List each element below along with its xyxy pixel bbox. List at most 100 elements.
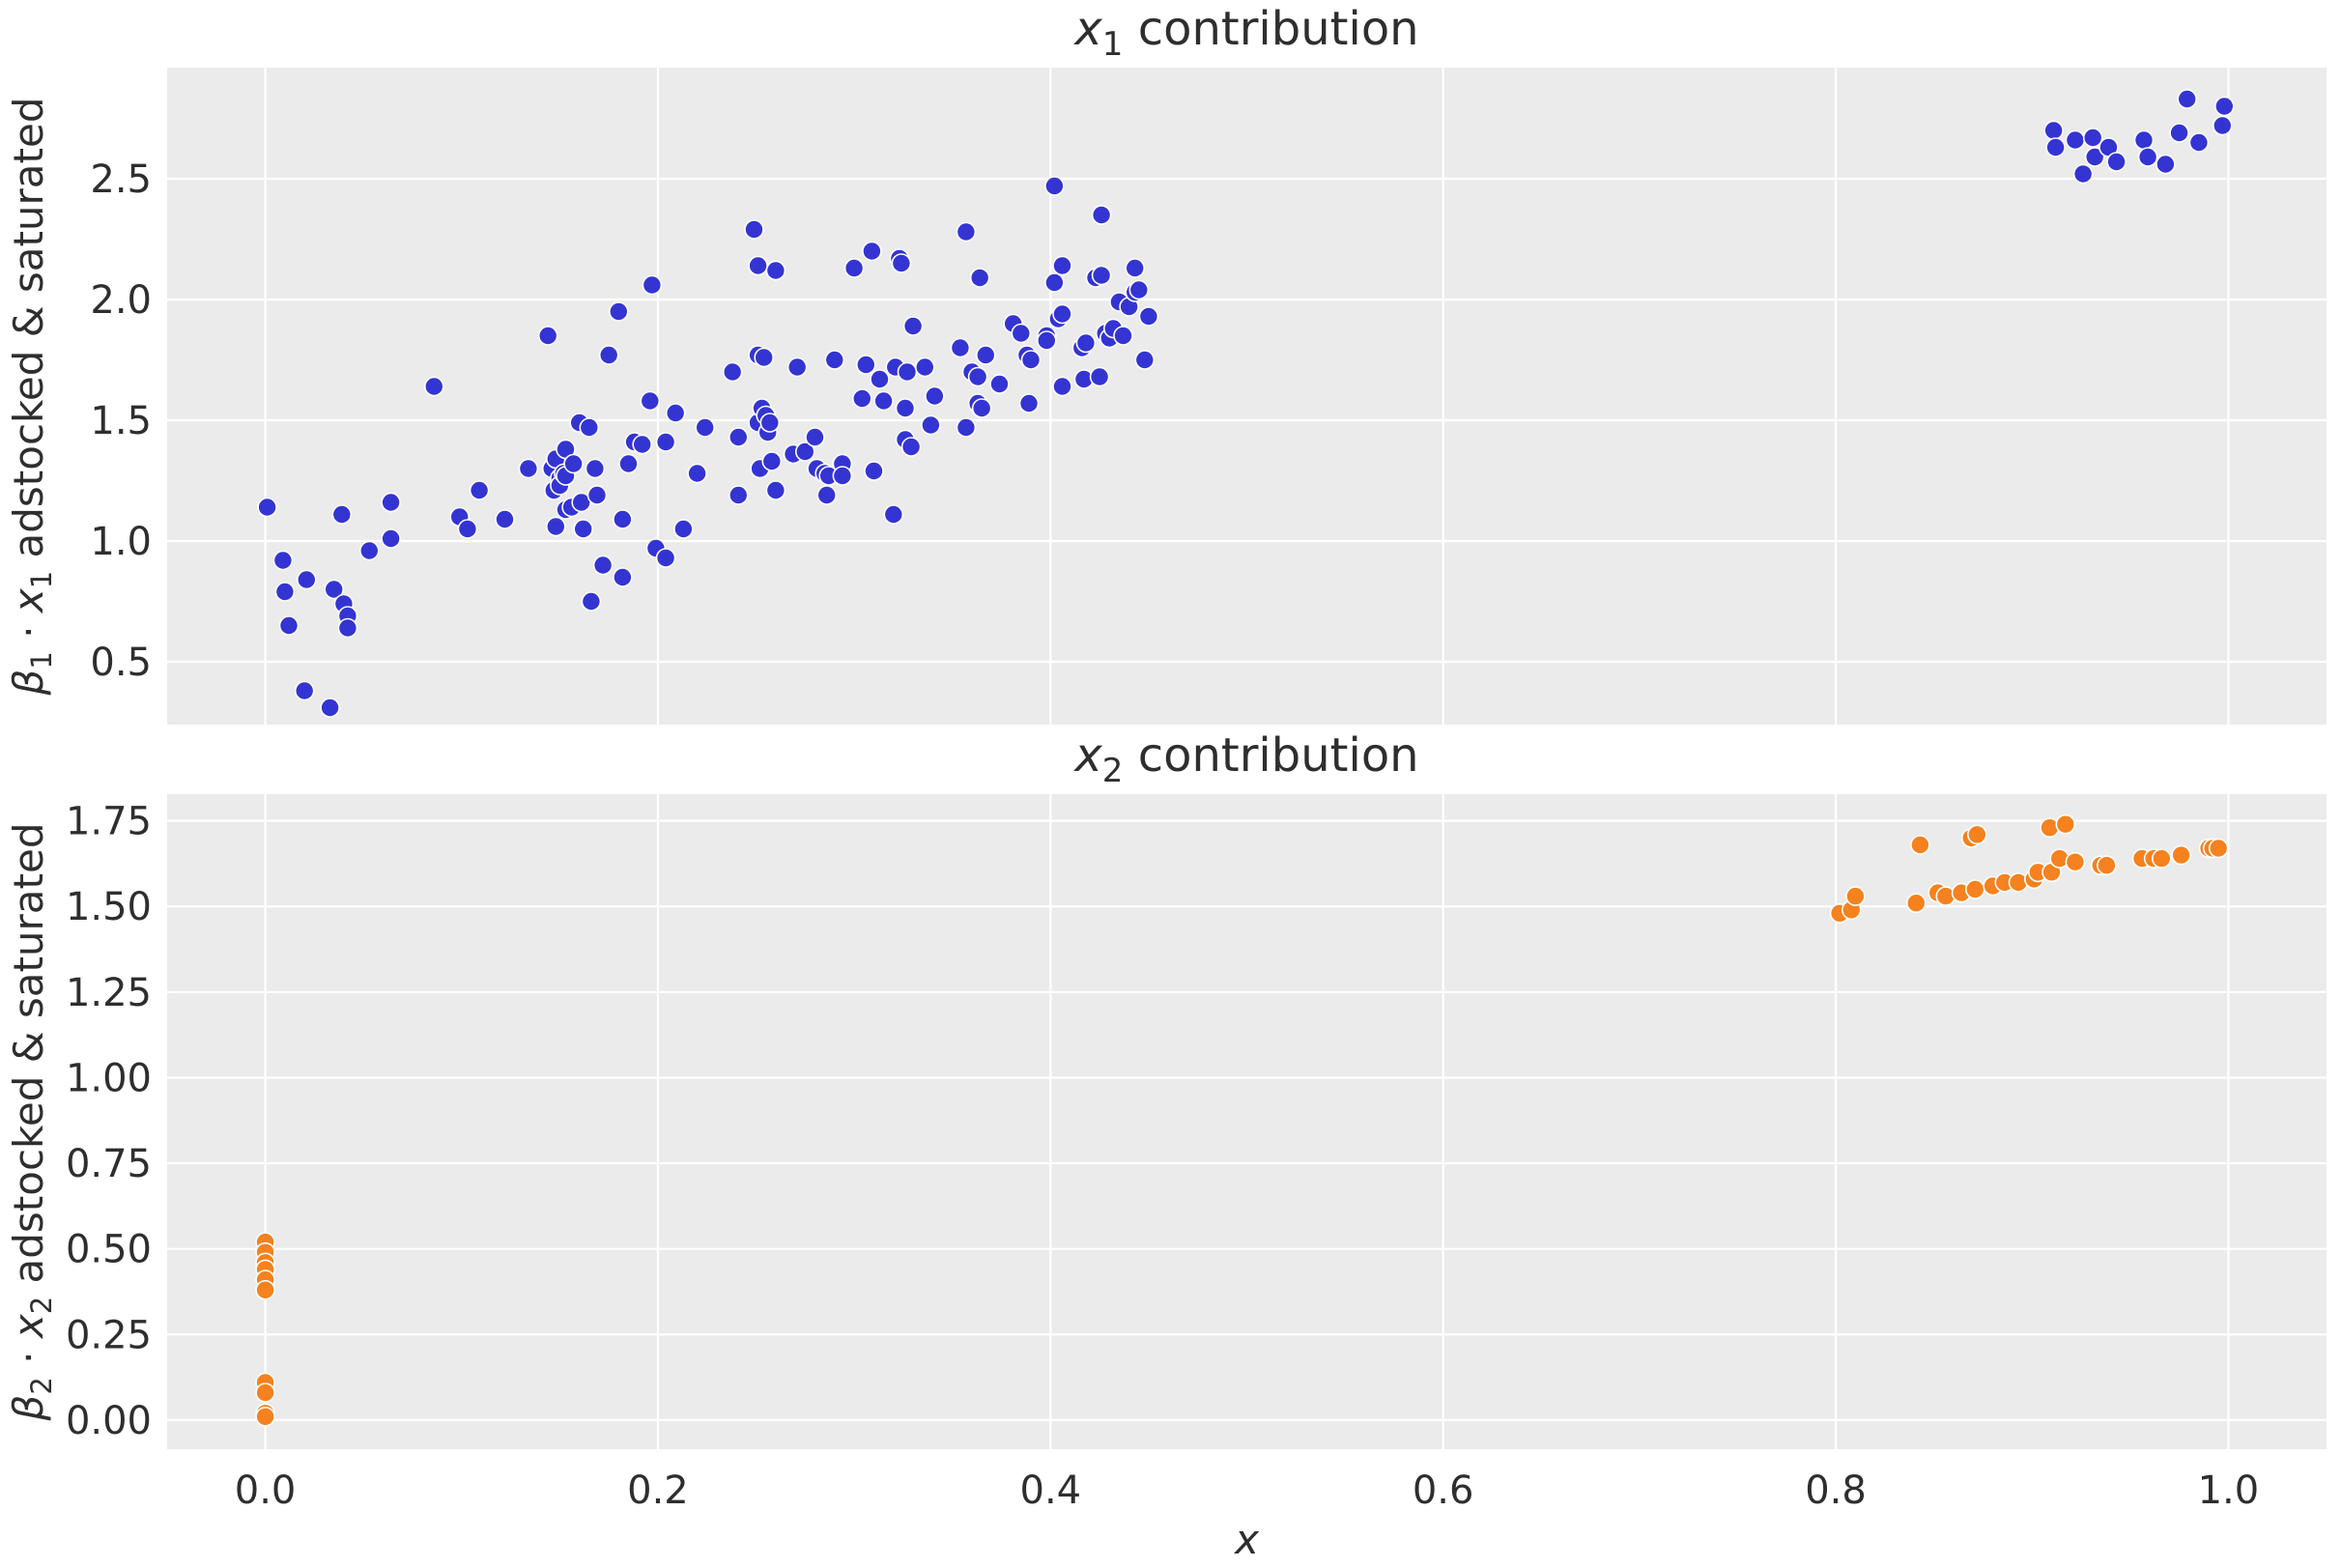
x-axis-label: x — [1233, 1516, 1260, 1563]
panel-background — [167, 794, 2327, 1449]
scatter-point — [851, 388, 872, 409]
scatter-point — [255, 1383, 275, 1403]
y-tick-label: 1.25 — [66, 971, 152, 1015]
scatter-point — [2177, 89, 2197, 109]
scatter-point — [989, 374, 1010, 394]
scatter-point — [655, 548, 676, 568]
scatter-point — [592, 555, 614, 576]
scatter-point — [2214, 96, 2235, 117]
scatter-point — [381, 528, 401, 549]
label-fragment: adstocked & saturated — [5, 98, 52, 571]
scatter-point — [816, 485, 838, 505]
scatter-point — [2188, 132, 2210, 153]
y-tick-label: 1.0 — [90, 520, 152, 564]
y-tick-labels: 0.5 1.0 1.5 2.0 2.5 — [90, 157, 152, 685]
x-tick-label: 0.0 — [235, 1468, 297, 1513]
scatter-point — [728, 485, 749, 505]
label-fragment: 1 — [25, 571, 58, 588]
scatter-point — [765, 480, 786, 500]
gridlines — [167, 68, 2327, 725]
y-axis-label: β1 · x1 adstocked & saturated — [5, 98, 58, 697]
x-tick-label: 0.6 — [1413, 1468, 1474, 1513]
scatter-point — [2137, 147, 2158, 167]
scatter-point — [1091, 265, 1112, 286]
scatter-point — [969, 268, 990, 288]
scatter-point — [2084, 147, 2105, 167]
scatter-point — [754, 347, 775, 368]
label-fragment: 2 — [25, 1377, 58, 1394]
scatter-point — [2106, 152, 2127, 172]
y-tick-label: 1.00 — [66, 1056, 152, 1100]
scatter-point — [545, 516, 566, 537]
scatter-point — [618, 453, 639, 474]
scatter-point — [870, 369, 890, 389]
scatter-point — [1018, 393, 1040, 413]
y-tick-label: 0.5 — [90, 641, 152, 685]
scatter-point — [2171, 844, 2191, 866]
scatter-point — [579, 417, 600, 438]
scatter-point — [728, 427, 749, 447]
scatter-point — [294, 680, 315, 701]
scatter-point — [1089, 366, 1110, 387]
x-axis: x 0.0 0.2 0.4 0.6 0.8 1.0 — [235, 1468, 2259, 1563]
scatter-point — [573, 519, 594, 539]
scatter-point — [2097, 855, 2117, 876]
scatter-point — [761, 451, 783, 471]
scatter-point — [805, 427, 825, 447]
scatter-point — [613, 509, 633, 529]
scatter-point — [1091, 205, 1112, 225]
scatter-point — [1044, 272, 1065, 293]
label-fragment: · — [5, 1338, 52, 1377]
scatter-point — [320, 698, 340, 718]
scatter-point — [586, 485, 608, 505]
gridlines — [167, 794, 2327, 1449]
scatter-point — [272, 550, 294, 571]
scatter-point — [537, 326, 558, 346]
scatter-point — [925, 385, 945, 407]
scatter-point — [1020, 350, 1042, 370]
scatter-point — [2043, 120, 2064, 141]
y-tick-label: 2.5 — [90, 157, 152, 202]
scatter-point — [695, 417, 716, 438]
scatter-point — [832, 466, 853, 486]
label-fragment: x — [5, 1313, 52, 1340]
scatter-point — [2065, 851, 2086, 872]
y-tick-label: 1.50 — [66, 885, 152, 929]
scatter-point — [1845, 886, 1866, 906]
scatter-point — [862, 241, 882, 262]
scatter-point — [2169, 123, 2189, 143]
scatter-point — [585, 458, 606, 479]
scatter-point — [495, 509, 515, 529]
y-tick-label: 0.75 — [66, 1142, 152, 1186]
scatter-point — [967, 366, 988, 387]
scatter-point — [956, 221, 977, 242]
label-fragment: 2 — [1102, 752, 1124, 790]
scatter-point — [655, 432, 676, 452]
scatter-point — [1075, 332, 1097, 354]
scatter-point — [956, 417, 977, 438]
scatter-point — [824, 350, 845, 370]
scatter-point — [274, 582, 296, 602]
label-fragment: x — [5, 587, 52, 614]
scatter-point — [2155, 154, 2176, 175]
scatter-point — [900, 437, 922, 457]
scatter-point — [1125, 258, 1145, 278]
scatter-point — [1965, 879, 1985, 899]
scatter-point — [1134, 350, 1156, 370]
scatter-point — [255, 1407, 275, 1427]
y-tick-label: 1.75 — [66, 800, 152, 844]
y-tick-label: 0.00 — [66, 1399, 152, 1443]
scatter-point — [914, 356, 935, 378]
scatter-point — [855, 355, 876, 375]
scatter-point — [2152, 848, 2172, 869]
scatter-point — [632, 434, 653, 455]
scatter-point — [613, 567, 633, 587]
scatter-point — [518, 458, 539, 479]
label-fragment: 1 — [1102, 25, 1124, 64]
scatter-point — [843, 258, 865, 278]
x-tick-label: 1.0 — [2198, 1468, 2260, 1513]
scatter-point — [598, 345, 619, 365]
scatter-point — [1910, 835, 1930, 855]
scatter-points — [257, 89, 2235, 718]
